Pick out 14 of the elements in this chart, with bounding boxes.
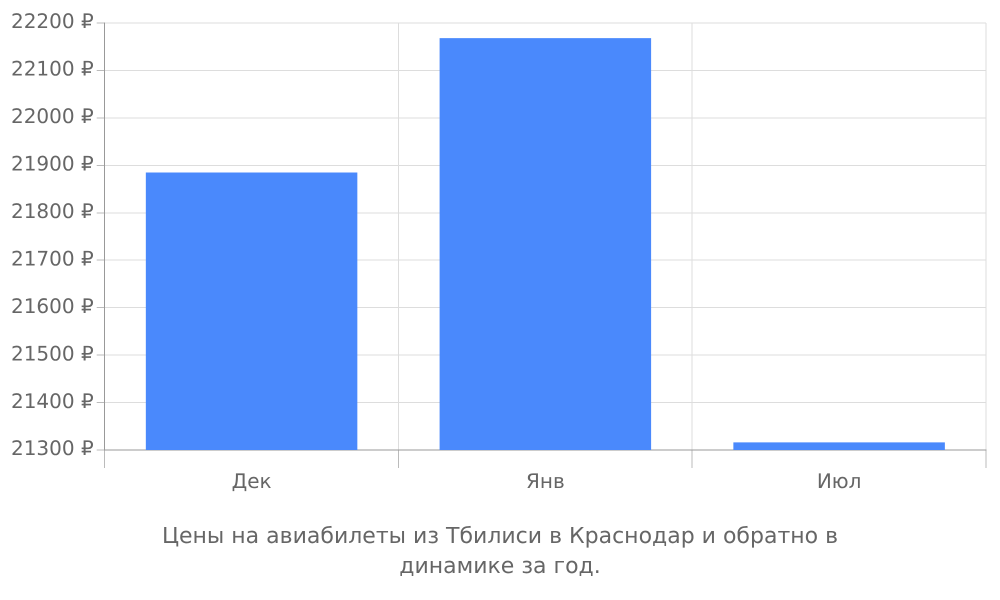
y-tick-label: 21900 ₽ <box>10 152 94 176</box>
y-tick-label: 22100 ₽ <box>10 56 94 81</box>
y-tick-label: 22200 ₽ <box>10 9 94 34</box>
y-tick-label: 22000 ₽ <box>10 104 94 128</box>
y-tick-label: 21600 ₽ <box>10 294 94 318</box>
y-tick-label: 21700 ₽ <box>10 246 94 270</box>
x-tick-label: Июл <box>816 469 862 494</box>
y-tick-label: 21400 ₽ <box>10 388 94 413</box>
x-tick-label: Янв <box>526 469 565 494</box>
y-tick-label: 21500 ₽ <box>10 341 94 366</box>
x-tick-label: Дек <box>232 469 272 494</box>
y-tick-label: 21800 ₽ <box>10 198 94 223</box>
text: Цены на авиабилеты из Тбилиси в Краснодар и обратно в динамике за год. <box>160 523 840 581</box>
y-tick-label: 21300 ₽ <box>10 436 94 460</box>
